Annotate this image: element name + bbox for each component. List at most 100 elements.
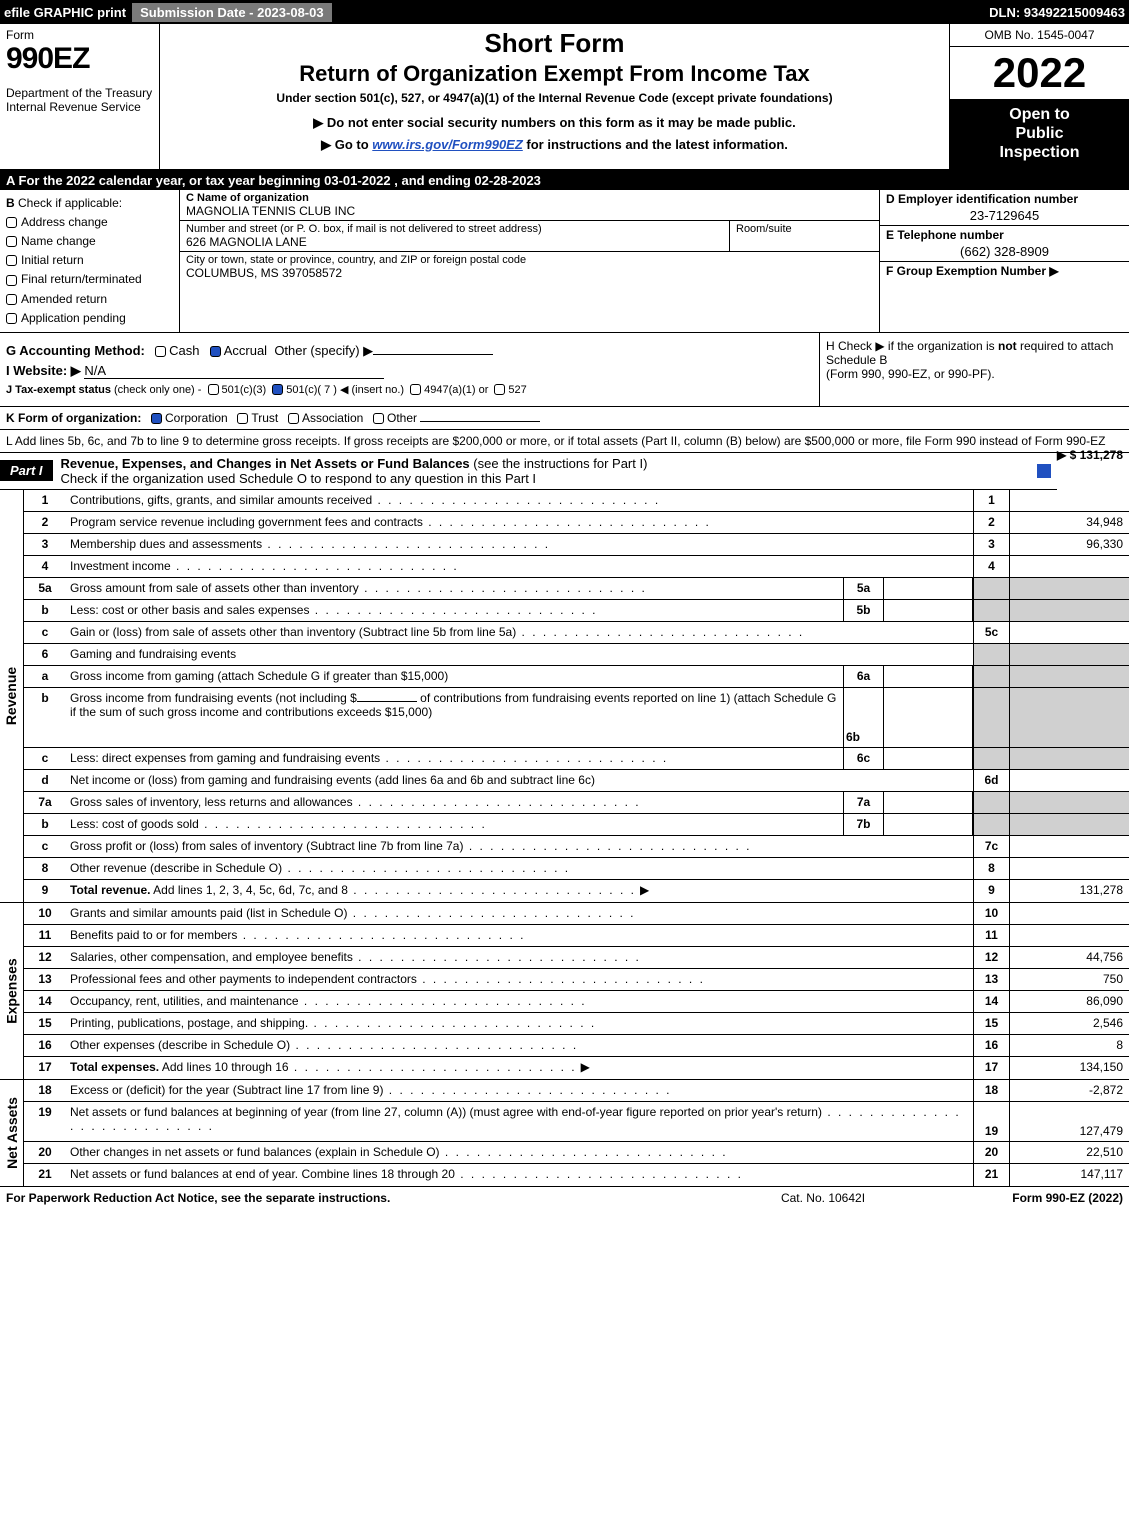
desc-20: Other changes in net assets or fund bala… <box>66 1142 973 1163</box>
cb-527[interactable] <box>494 384 505 395</box>
num-8: 8 <box>24 858 66 879</box>
cb-initial[interactable] <box>6 255 17 266</box>
desc-5a: Gross amount from sale of assets other t… <box>66 578 843 599</box>
goto-pre: ▶ Go to <box>321 137 372 152</box>
gh-left: G Accounting Method: Cash Accrual Other … <box>0 333 819 406</box>
rnum-20: 20 <box>973 1142 1009 1163</box>
part1-tab: Part I <box>0 460 53 481</box>
footer-form: 990-EZ <box>1046 1191 1085 1205</box>
num-6a: a <box>24 666 66 687</box>
line-5c: c Gain or (loss) from sale of assets oth… <box>24 622 1129 644</box>
amt-10 <box>1009 903 1129 924</box>
line-19: 19 Net assets or fund balances at beginn… <box>24 1102 1129 1142</box>
part1-check[interactable] <box>1037 464 1051 478</box>
revenue-lines: 1 Contributions, gifts, grants, and simi… <box>24 490 1129 902</box>
line-2: 2 Program service revenue including gove… <box>24 512 1129 534</box>
amt-3: 96,330 <box>1009 534 1129 555</box>
g-accrual: Accrual <box>224 343 267 358</box>
cb-amended[interactable] <box>6 294 17 305</box>
num-11: 11 <box>24 925 66 946</box>
cb-other[interactable] <box>373 413 384 424</box>
line-7c: c Gross profit or (loss) from sales of i… <box>24 836 1129 858</box>
cb-501c3[interactable] <box>208 384 219 395</box>
line-6d: d Net income or (loss) from gaming and f… <box>24 770 1129 792</box>
desc-13: Professional fees and other payments to … <box>66 969 973 990</box>
amt-13: 750 <box>1009 969 1129 990</box>
org-name: MAGNOLIA TENNIS CLUB INC <box>186 204 873 218</box>
line-4: 4 Investment income 4 <box>24 556 1129 578</box>
irs-link[interactable]: www.irs.gov/Form990EZ <box>372 137 523 152</box>
mini-5a: 5a <box>843 578 883 599</box>
form-header: Form 990EZ Department of the Treasury In… <box>0 24 1129 171</box>
amt-6d <box>1009 770 1129 791</box>
column-b: B Check if applicable: Address change Na… <box>0 190 180 332</box>
num-1: 1 <box>24 490 66 511</box>
num-12: 12 <box>24 947 66 968</box>
cb-assoc[interactable] <box>288 413 299 424</box>
line-6a: a Gross income from gaming (attach Sched… <box>24 666 1129 688</box>
cb-trust[interactable] <box>237 413 248 424</box>
b-check: Check if applicable: <box>18 196 122 210</box>
minival-6b <box>883 688 973 747</box>
rnum-7a <box>973 792 1009 813</box>
rnum-1: 1 <box>973 490 1009 511</box>
cb-final[interactable] <box>6 275 17 286</box>
cb-501c[interactable] <box>272 384 283 395</box>
column-c: C Name of organization MAGNOLIA TENNIS C… <box>180 190 879 332</box>
under-section: Under section 501(c), 527, or 4947(a)(1)… <box>166 91 943 105</box>
rnum-6b <box>973 688 1009 747</box>
amt-7c <box>1009 836 1129 857</box>
minival-5a <box>883 578 973 599</box>
amt-6a <box>1009 666 1129 687</box>
amt-8 <box>1009 858 1129 879</box>
arrow-17 <box>577 1060 594 1074</box>
line-12: 12 Salaries, other compensation, and emp… <box>24 947 1129 969</box>
h-t3: not <box>998 339 1017 353</box>
footer-cat: Cat. No. 10642I <box>723 1191 923 1205</box>
cb-address-change[interactable] <box>6 217 17 228</box>
amt-11 <box>1009 925 1129 946</box>
i-line: I Website: ▶ N/A <box>6 363 813 379</box>
f-lbl: F Group Exemption Number ▶ <box>886 264 1123 278</box>
sidelabel-revenue: Revenue <box>0 490 24 902</box>
mini-6c: 6c <box>843 748 883 769</box>
line-14: 14 Occupancy, rent, utilities, and maint… <box>24 991 1129 1013</box>
irs-label: Internal Revenue Service <box>6 100 153 114</box>
part1-header: Part I Revenue, Expenses, and Changes in… <box>0 453 1057 490</box>
amt-7b <box>1009 814 1129 835</box>
cb-cash[interactable] <box>155 346 166 357</box>
desc-7c: Gross profit or (loss) from sales of inv… <box>66 836 973 857</box>
b-name: Name change <box>21 234 96 248</box>
cb-pending[interactable] <box>6 313 17 324</box>
cb-4947[interactable] <box>410 384 421 395</box>
amt-19: 127,479 <box>1009 1102 1129 1141</box>
dept-treasury: Department of the Treasury <box>6 86 153 100</box>
num-9: 9 <box>24 880 66 902</box>
cb-name-change[interactable] <box>6 236 17 247</box>
rnum-19: 19 <box>973 1102 1009 1141</box>
amt-16: 8 <box>1009 1035 1129 1056</box>
c-addr-row: Number and street (or P. O. box, if mail… <box>180 221 879 252</box>
rnum-3: 3 <box>973 534 1009 555</box>
rnum-6d: 6d <box>973 770 1009 791</box>
minival-6a <box>883 666 973 687</box>
phone: (662) 328-8909 <box>886 244 1123 259</box>
rnum-6c <box>973 748 1009 769</box>
num-6: 6 <box>24 644 66 665</box>
rnum-10: 10 <box>973 903 1009 924</box>
desc-17-t: Add lines 10 through 16 <box>159 1060 576 1074</box>
ein: 23-7129645 <box>886 208 1123 223</box>
b-init: Initial return <box>21 253 84 267</box>
amt-6c <box>1009 748 1129 769</box>
k-other: Other <box>387 411 417 425</box>
form-number: 990EZ <box>6 42 153 76</box>
k-lbl: K Form of organization: <box>6 411 141 425</box>
footer-post: (2022) <box>1085 1191 1123 1205</box>
sidelabel-expenses: Expenses <box>0 903 24 1079</box>
k-other-blank <box>420 421 540 422</box>
cb-corp[interactable] <box>151 413 162 424</box>
num-17: 17 <box>24 1057 66 1079</box>
num-6d: d <box>24 770 66 791</box>
cb-accrual[interactable] <box>210 346 221 357</box>
line-5a: 5a Gross amount from sale of assets othe… <box>24 578 1129 600</box>
